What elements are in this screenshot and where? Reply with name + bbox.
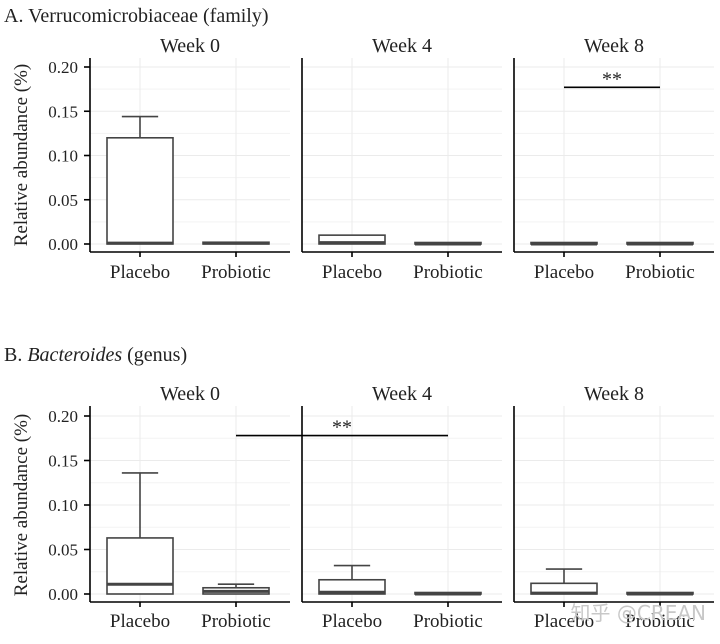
watermark: 知乎 @CREAN: [571, 601, 707, 625]
facet-strip-label: Week 0: [160, 35, 220, 57]
box-probiotic: [202, 241, 270, 245]
iqr-box: [318, 578, 386, 595]
facet-week-0: Week 0 Placebo Probiotic: [89, 35, 290, 283]
x-tick-label: Probiotic: [201, 611, 271, 632]
box-probiotic: [626, 241, 694, 246]
x-tick-label: Placebo: [110, 611, 170, 632]
box-placebo: [106, 472, 174, 595]
facet-week-8: Week 8 Placebo Probiotic: [513, 35, 714, 283]
x-tick-label: Placebo: [110, 262, 170, 283]
panel-b: B. Bacteroides (genus) Relative abundance…: [4, 344, 714, 632]
y-tick-label: 0.10: [48, 147, 78, 166]
panel-title-suffix: (genus): [122, 344, 187, 366]
box-placebo: [318, 564, 386, 595]
facet-week-8: Week 8 Placebo Probiotic: [513, 383, 714, 632]
significance-label: **: [332, 417, 352, 439]
iqr-box: [106, 137, 174, 245]
x-tick-label: Probiotic: [413, 611, 483, 632]
facet-strip-label: Week 4: [372, 35, 432, 57]
panel-title-prefix: A.: [4, 5, 28, 27]
y-tick-label: 0.15: [48, 102, 78, 121]
box-probiotic: [202, 583, 270, 595]
box-placebo: [106, 115, 174, 245]
panel-title: A. Verrucomicrobiaceae (family): [4, 5, 269, 27]
y-tick-label: 0.05: [48, 541, 78, 560]
y-axis-label: Relative abundance (%): [11, 414, 32, 597]
y-tick-label: 0.00: [48, 585, 78, 604]
facet-strip-label: Week 8: [584, 35, 644, 57]
facet-week-4: Week 4 Placebo Probiotic: [301, 383, 502, 632]
y-axis-label: Relative abundance (%): [11, 64, 32, 247]
y-tick-label: 0.20: [48, 58, 78, 77]
panel-title-suffix: (family): [198, 5, 269, 27]
facet-week-0: Week 0 Placebo Probiotic: [89, 383, 290, 632]
x-tick-label: Placebo: [322, 262, 382, 283]
panel-title: B. Bacteroides (genus): [4, 344, 187, 366]
facet-week-4: Week 4 Placebo Probiotic: [301, 35, 502, 283]
box-placebo: [530, 568, 598, 595]
facet-strip-label: Week 4: [372, 383, 432, 405]
x-tick-label: Probiotic: [625, 611, 695, 632]
x-tick-label: Placebo: [322, 611, 382, 632]
x-tick-label: Probiotic: [413, 262, 483, 283]
facet-strip-label: Week 8: [584, 383, 644, 405]
box-probiotic: [626, 591, 694, 596]
significance-label: **: [602, 68, 622, 90]
box-placebo: [530, 241, 598, 246]
y-tick-label: 0.20: [48, 407, 78, 426]
y-tick-label: 0.10: [48, 496, 78, 515]
panel-title-prefix: B.: [4, 344, 27, 366]
box-probiotic: [414, 241, 482, 246]
panel-title-main: Verrucomicrobiaceae: [28, 5, 198, 27]
y-tick-label: 0.05: [48, 191, 78, 210]
panel-title-main: Bacteroides: [27, 344, 122, 366]
x-tick-label: Placebo: [534, 262, 594, 283]
y-tick-label: 0.15: [48, 452, 78, 471]
facet-strip-label: Week 0: [160, 383, 220, 405]
box-probiotic: [414, 591, 482, 596]
y-tick-label: 0.00: [48, 235, 78, 254]
x-tick-label: Placebo: [534, 611, 594, 632]
panel-a: A. Verrucomicrobiaceae (family) Relative …: [4, 5, 714, 283]
x-tick-label: Probiotic: [625, 262, 695, 283]
box-placebo: [318, 234, 386, 245]
x-tick-label: Probiotic: [201, 262, 271, 283]
